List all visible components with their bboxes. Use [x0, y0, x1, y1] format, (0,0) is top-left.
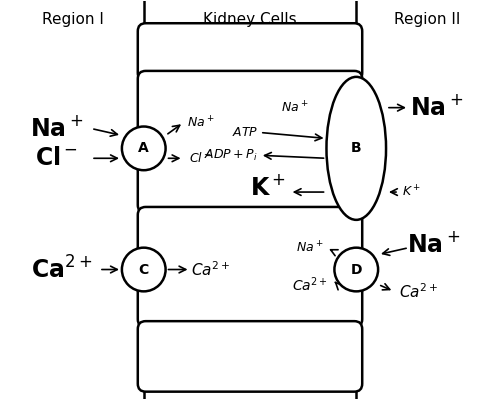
Text: Region II: Region II	[394, 12, 460, 27]
Text: $\mathbf{Na}^+$: $\mathbf{Na}^+$	[410, 95, 464, 120]
Text: $Ca^{2+}$: $Ca^{2+}$	[399, 282, 438, 301]
Text: $\mathbf{K}^+$: $\mathbf{K}^+$	[250, 174, 286, 200]
Text: $\mathbf{Na}^+$: $\mathbf{Na}^+$	[407, 232, 461, 257]
Text: $K^+$: $K^+$	[402, 184, 421, 200]
Text: $Na^+$: $Na^+$	[186, 115, 214, 130]
Text: $\mathbf{Cl}^-$: $\mathbf{Cl}^-$	[35, 146, 78, 170]
Circle shape	[122, 126, 166, 170]
FancyBboxPatch shape	[138, 321, 362, 392]
Text: Region I: Region I	[42, 12, 104, 27]
Circle shape	[334, 248, 378, 291]
Text: D: D	[350, 262, 362, 276]
Text: $Na^+$: $Na^+$	[281, 100, 308, 115]
Circle shape	[122, 248, 166, 291]
Text: $Na^+$: $Na^+$	[296, 240, 324, 255]
Text: $\mathbf{Ca}^{2+}$: $\mathbf{Ca}^{2+}$	[30, 256, 92, 283]
Text: $Ca^{2+}$: $Ca^{2+}$	[292, 275, 328, 294]
Text: $Cl^-$: $Cl^-$	[188, 151, 212, 165]
Text: $\mathbf{Na}^+$: $\mathbf{Na}^+$	[30, 116, 83, 141]
Ellipse shape	[326, 77, 386, 220]
Text: C: C	[138, 262, 149, 276]
Text: Kidney Cells: Kidney Cells	[203, 12, 297, 27]
Text: A: A	[138, 141, 149, 155]
Text: $Ca^{2+}$: $Ca^{2+}$	[190, 260, 230, 279]
FancyBboxPatch shape	[138, 207, 362, 327]
FancyBboxPatch shape	[138, 23, 362, 81]
Text: B: B	[351, 141, 362, 155]
FancyBboxPatch shape	[138, 71, 362, 213]
Text: $ATP$: $ATP$	[232, 126, 258, 139]
Text: $ADP + P_i$: $ADP + P_i$	[204, 148, 258, 163]
